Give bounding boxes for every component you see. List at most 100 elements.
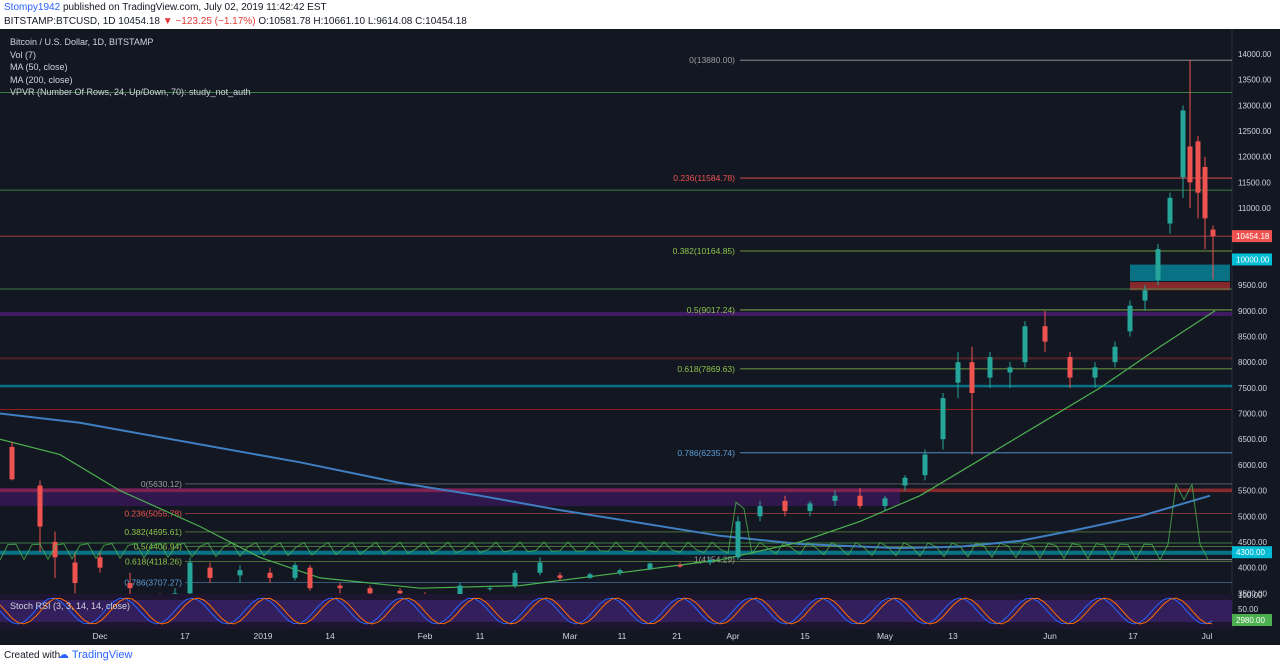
- price-label-box: [1232, 614, 1272, 627]
- fib-lower-label: 0.236(5055.78): [124, 508, 182, 518]
- candle-body: [1007, 367, 1013, 373]
- last-price: 10454.18: [118, 16, 160, 27]
- zone-band: [0, 488, 1232, 493]
- x-tick-label: 15: [800, 631, 810, 641]
- x-tick-label: 17: [180, 631, 190, 641]
- candle-body: [1210, 229, 1216, 237]
- ma50-line: [0, 310, 1216, 589]
- price-axis-background: [1232, 29, 1280, 645]
- ma200-line: [0, 412, 1211, 550]
- ohlc-low: L:9614.08: [367, 16, 413, 27]
- candle-body: [1022, 326, 1028, 363]
- tradingview-logo[interactable]: ☁ TradingView: [58, 649, 133, 661]
- price-label-box: [1232, 230, 1272, 243]
- zone-band: [1130, 264, 1230, 282]
- footer-created: Created with: [4, 650, 61, 661]
- candle-body: [72, 562, 78, 584]
- y-tick-label: 7000.00: [1238, 410, 1267, 419]
- candle-body: [587, 574, 593, 578]
- x-tick-label: Mar: [563, 631, 578, 641]
- y-tick-label: 4500.00: [1238, 538, 1267, 547]
- candle-body: [52, 541, 58, 558]
- x-tick-label: 21: [672, 631, 682, 641]
- stoch-rsi-label[interactable]: Stoch RSI (3, 3, 14, 14, close): [10, 601, 131, 611]
- candle-body: [367, 588, 373, 594]
- zone-band: [0, 384, 1232, 388]
- price-chart[interactable]: 0(13880.00) 0.236(11584.78) 0.382(10164.85…: [0, 29, 1280, 645]
- rsi-tick-label: 100.00: [1238, 591, 1263, 600]
- y-tick-label: 11000.00: [1238, 204, 1271, 213]
- x-tick-label: May: [877, 631, 894, 641]
- y-tick-label: 12500.00: [1238, 127, 1272, 136]
- fib-upper-label: 0.382(10164.85): [673, 246, 736, 256]
- fib-upper-label: 0.236(11584.78): [673, 173, 735, 183]
- candle-body: [857, 495, 863, 506]
- y-tick-label: 7500.00: [1238, 384, 1267, 393]
- y-tick-label: 13000.00: [1238, 101, 1272, 110]
- fib-upper-label: 0.5(9017.24): [687, 305, 735, 315]
- y-tick-label: 5000.00: [1238, 512, 1267, 521]
- footer: Created with ☁ TradingView: [0, 645, 1280, 667]
- candle-body: [337, 585, 343, 589]
- author-name[interactable]: Stompy1942: [4, 2, 61, 13]
- candle-body: [735, 521, 741, 558]
- zone-band: [0, 550, 1232, 555]
- down-arrow-icon: ▼: [162, 16, 173, 27]
- candle-body: [37, 485, 43, 527]
- price-label-text: 10000.00: [1236, 255, 1270, 264]
- candle-body: [1167, 197, 1173, 224]
- x-tick-label: 14: [325, 631, 335, 641]
- y-tick-label: 14000.00: [1238, 50, 1272, 59]
- y-tick-label: 5500.00: [1238, 487, 1267, 496]
- candle-body: [757, 506, 763, 517]
- candle-body: [647, 563, 653, 569]
- price-label-box: [1232, 253, 1272, 266]
- candle-body: [237, 570, 243, 576]
- candle-body: [512, 572, 518, 586]
- fib-upper-label: 1(4154.29): [694, 555, 735, 565]
- candle-body: [940, 398, 946, 440]
- candle-body: [9, 446, 15, 480]
- candle-body: [487, 588, 493, 590]
- fib-upper-label: 0.618(7869.63): [677, 364, 735, 374]
- y-tick-label: 11500.00: [1238, 178, 1271, 187]
- x-tick-label: Apr: [726, 631, 739, 641]
- zone-band: [1130, 282, 1230, 291]
- candle-body: [1127, 305, 1133, 332]
- price-change: −123.25 (−1.17%): [175, 16, 256, 27]
- x-tick-label: Jul: [1202, 631, 1213, 641]
- candle-body: [1155, 249, 1161, 280]
- fib-lower-label: 0.382(4695.61): [124, 527, 182, 537]
- candle-body: [1187, 146, 1193, 183]
- stoch-rsi-band: [0, 600, 1232, 622]
- candle-body: [782, 500, 788, 512]
- candle-body: [457, 585, 463, 596]
- legend-ma50[interactable]: MA (50, close): [10, 62, 68, 72]
- candle-body: [1112, 346, 1118, 363]
- fib-lower-label: 0.786(3707.27): [124, 578, 182, 588]
- candle-body: [97, 557, 103, 568]
- candle-body: [307, 567, 313, 589]
- candle-body: [1142, 290, 1148, 301]
- x-tick-label: Jun: [1043, 631, 1057, 641]
- x-tick-label: 11: [476, 631, 485, 641]
- ohlc-high: H:10661.10: [313, 16, 366, 27]
- zone-band: [0, 357, 1232, 360]
- candle-body: [537, 562, 543, 573]
- stoch-rsi-k: [0, 597, 1213, 625]
- candle-body: [1092, 367, 1098, 378]
- legend-ma200[interactable]: MA (200, close): [10, 74, 73, 85]
- x-tick-label: 13: [948, 631, 958, 641]
- y-tick-label: 8500.00: [1238, 333, 1267, 342]
- candle-body: [397, 590, 403, 594]
- legend-vol[interactable]: Vol (7): [10, 49, 37, 60]
- price-label-box: [1232, 546, 1272, 559]
- candle-body: [557, 575, 563, 578]
- ohlc-open: O:10581.78: [258, 16, 311, 27]
- legend-vpvr[interactable]: VPVR (Number Of Rows, 24, Up/Down, 70): …: [10, 87, 251, 97]
- symbol-name: BITSTAMP:BTCUSD, 1D: [4, 16, 116, 27]
- publish-line: Stompy1942 published on TradingView.com,…: [4, 2, 327, 13]
- candle-body: [707, 559, 713, 563]
- y-tick-label: 3500.00: [1238, 589, 1267, 598]
- ohlc-close: C:10454.18: [415, 16, 467, 27]
